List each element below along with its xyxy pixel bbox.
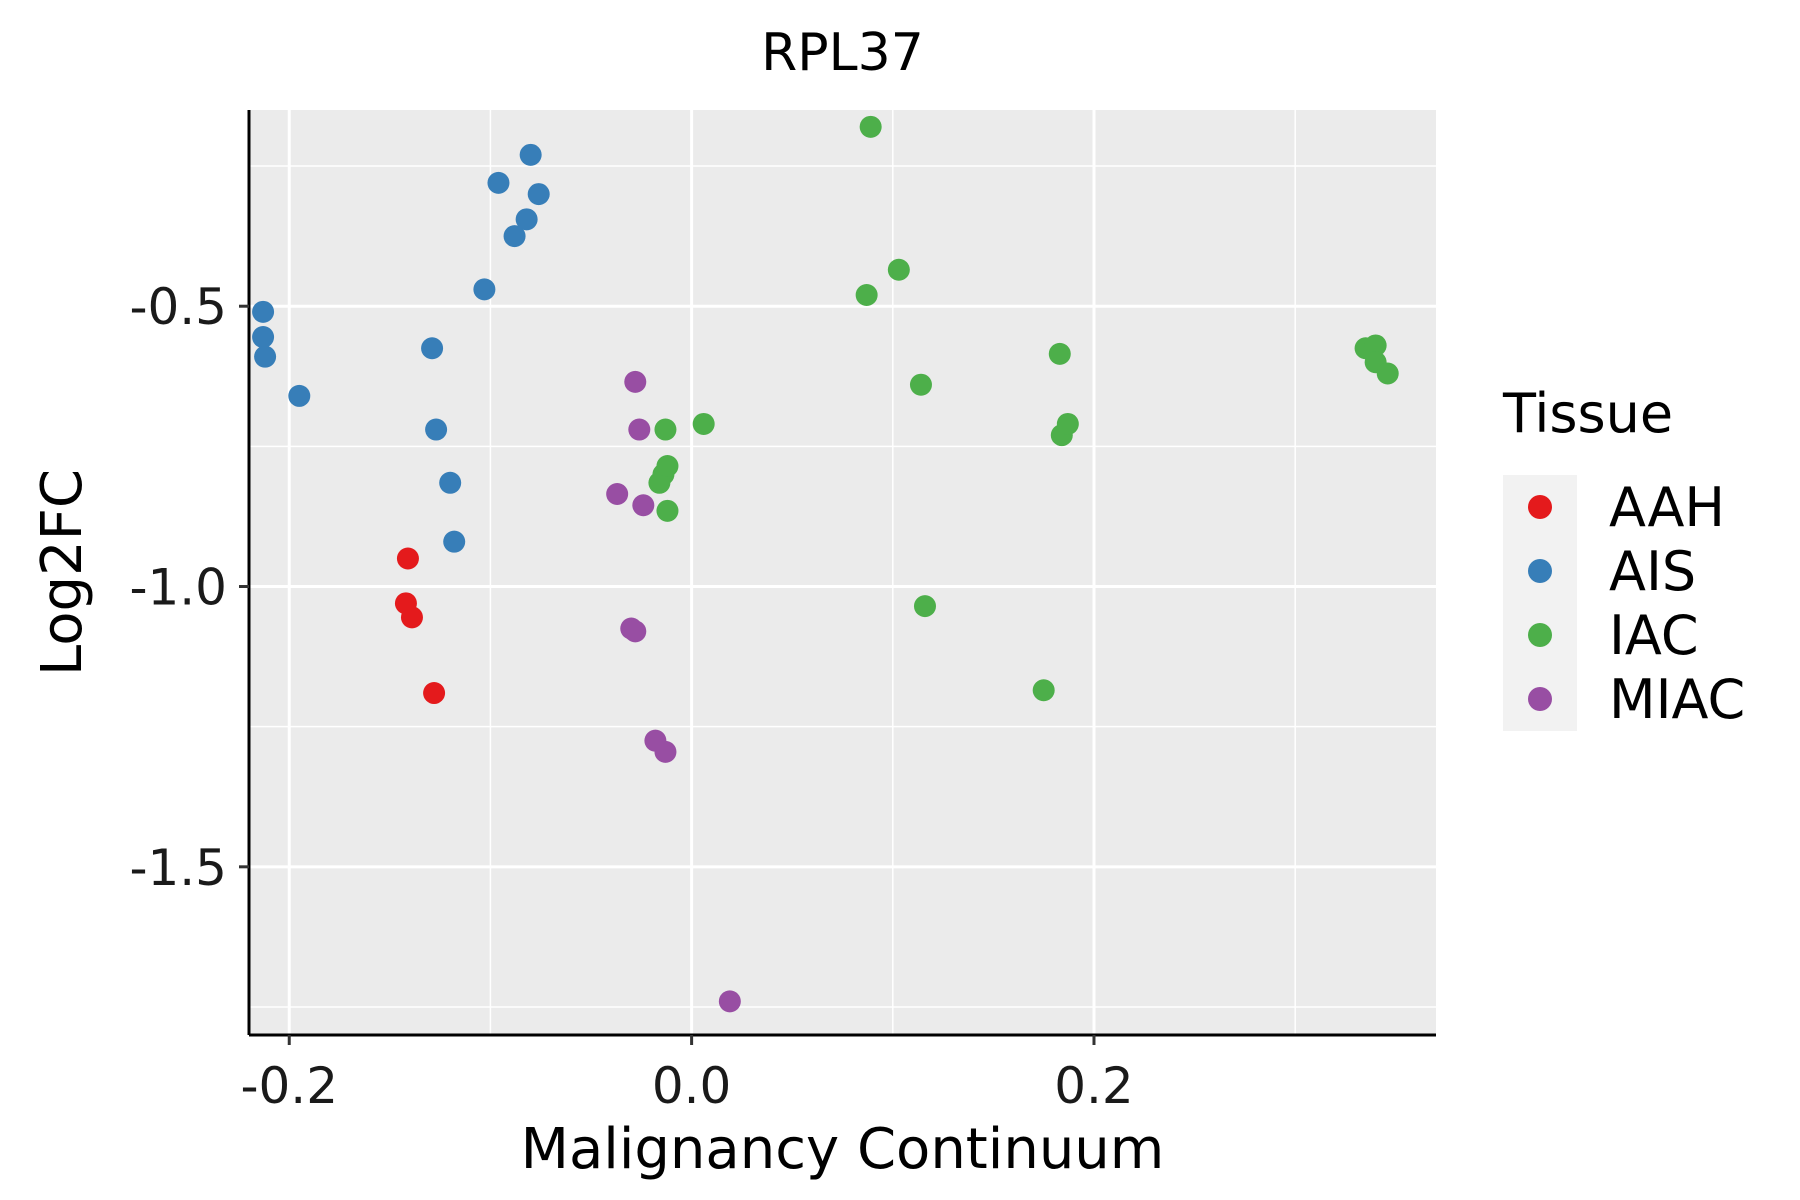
data-point-ais xyxy=(254,345,277,368)
data-point-miac xyxy=(654,740,677,763)
data-point-iac xyxy=(1048,342,1071,365)
y-tick-label: -1.5 xyxy=(129,839,227,897)
data-point-iac xyxy=(887,258,910,281)
data-point-aah xyxy=(396,547,419,570)
panel-background xyxy=(249,110,1436,1035)
y-axis-title: Log2FC xyxy=(30,469,95,676)
data-point-ais xyxy=(288,384,311,407)
x-axis-title: Malignancy Continuum xyxy=(521,1117,1165,1182)
data-point-iac xyxy=(1376,362,1399,385)
data-point-iac xyxy=(855,284,878,306)
data-point-miac xyxy=(628,418,651,441)
legend-label-miac: MIAC xyxy=(1609,668,1745,731)
data-point-ais xyxy=(473,278,496,301)
data-point-ais xyxy=(527,183,550,206)
data-point-iac xyxy=(859,115,882,138)
data-point-ais xyxy=(425,418,448,441)
x-tick-label: 0.0 xyxy=(652,1057,732,1115)
data-point-miac xyxy=(606,483,629,506)
y-tick-label: -0.5 xyxy=(129,278,227,336)
data-point-miac xyxy=(624,620,647,643)
data-point-ais xyxy=(503,225,526,248)
legend-label-iac: IAC xyxy=(1609,604,1699,667)
data-point-iac xyxy=(654,418,677,441)
data-point-ais xyxy=(252,300,275,323)
chart-title: RPL37 xyxy=(761,23,924,83)
data-point-iac xyxy=(913,595,936,618)
legend-label-aah: AAH xyxy=(1609,476,1725,539)
x-tick-label: 0.2 xyxy=(1054,1057,1134,1115)
data-point-iac xyxy=(656,454,679,477)
data-point-aah xyxy=(423,682,446,705)
data-point-ais xyxy=(515,208,538,231)
data-point-iac xyxy=(656,499,679,522)
data-point-ais xyxy=(421,337,444,360)
legend-key-ais xyxy=(1528,559,1552,583)
grid-lines xyxy=(249,110,1436,1035)
data-point-miac xyxy=(718,990,741,1013)
data-point-ais xyxy=(252,326,275,349)
data-point-ais xyxy=(439,471,462,494)
data-point-iac xyxy=(692,412,715,435)
legend-key-iac xyxy=(1528,623,1552,647)
legend-label-ais: AIS xyxy=(1609,540,1696,603)
data-points xyxy=(252,115,1399,1013)
data-point-miac xyxy=(632,494,655,517)
data-point-iac xyxy=(1364,334,1387,357)
data-point-iac xyxy=(909,373,932,396)
data-point-ais xyxy=(519,143,542,166)
x-tick-label: -0.2 xyxy=(240,1057,338,1115)
legend-key-miac xyxy=(1528,687,1552,711)
data-point-aah xyxy=(400,606,423,629)
plot-panel xyxy=(249,110,1436,1035)
data-point-iac xyxy=(1056,412,1079,435)
data-point-iac xyxy=(1032,679,1055,702)
data-point-ais xyxy=(487,171,510,194)
data-point-iac xyxy=(648,471,671,494)
axes xyxy=(239,110,1436,1045)
y-tick-label: -1.0 xyxy=(129,559,227,617)
data-point-ais xyxy=(443,530,466,553)
legend-key-aah xyxy=(1528,495,1552,519)
tick-labels: -0.2 0.0 0.2 -1.5 -1.0 -0.5 xyxy=(129,278,1133,1115)
data-point-miac xyxy=(624,370,647,393)
legend-title: Tissue xyxy=(1502,382,1673,445)
